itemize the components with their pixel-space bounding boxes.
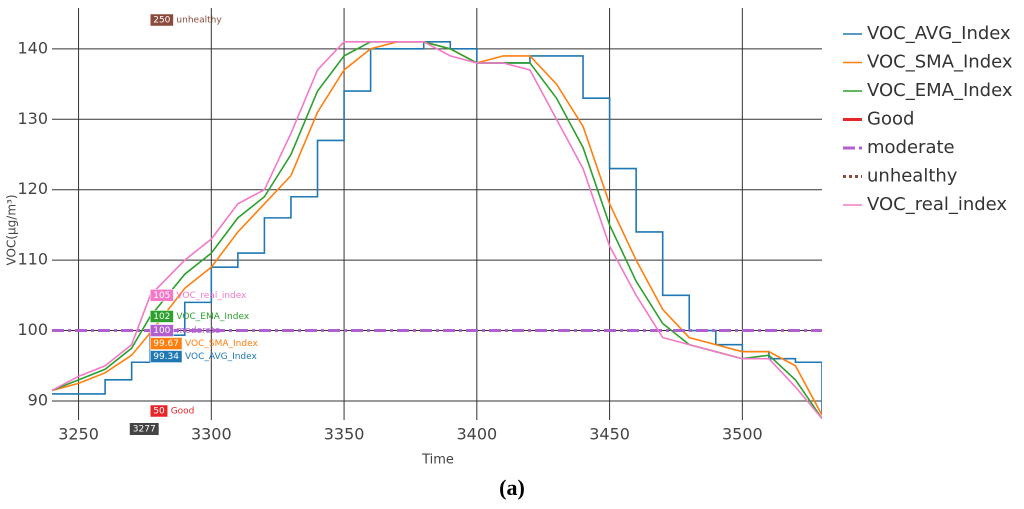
hover-x-box <box>129 423 159 435</box>
plot-area <box>52 41 822 420</box>
x-tick-label: 3350 <box>324 425 365 444</box>
y-tick-label: 120 <box>17 179 48 198</box>
series-line <box>52 41 822 416</box>
x-tick-label: 3300 <box>191 425 232 444</box>
y-axis-title: VOC(μg/m³) <box>5 195 19 266</box>
legend-label: VOC_SMA_Index <box>867 52 1013 73</box>
hover-box <box>149 13 174 27</box>
hover-value: 102 <box>153 312 170 322</box>
hover-name: Good <box>171 407 195 417</box>
hover-value: 99.34 <box>153 352 179 362</box>
x-axis-title: Time <box>421 453 454 468</box>
hover-name: moderate <box>176 326 220 336</box>
hover-value: 100 <box>153 326 170 336</box>
hover-box <box>149 350 183 363</box>
hover-box <box>149 404 168 418</box>
y-tick-label: 90 <box>28 390 48 409</box>
y-tick-label: 110 <box>17 250 48 269</box>
hover-name: VOC_AVG_Index <box>185 352 258 362</box>
legend-label: unhealthy <box>867 166 958 187</box>
hover-name: VOC_real_index <box>176 291 247 301</box>
caption: (a) <box>499 475 525 500</box>
hover-name: unhealthy <box>176 16 222 26</box>
hover-value: 99.67 <box>153 339 179 349</box>
legend-label: moderate <box>867 137 955 158</box>
hover-name: VOC_EMA_Index <box>176 312 249 322</box>
y-tick-label: 140 <box>17 38 48 57</box>
hover-box <box>149 310 174 323</box>
x-tick-label: 3500 <box>722 425 763 444</box>
hover-name: VOC_SMA_Index <box>185 339 258 349</box>
hover-box <box>149 289 174 302</box>
legend-label: VOC_real_index <box>867 194 1007 215</box>
x-tick-label: 3450 <box>589 425 630 444</box>
legend-label: VOC_AVG_Index <box>867 23 1011 44</box>
series-line <box>52 41 822 420</box>
hover-value: 105 <box>153 291 170 301</box>
hover-box <box>149 324 174 337</box>
hover-value: 50 <box>153 407 165 417</box>
hover-box <box>149 337 183 350</box>
hover-value: 250 <box>153 16 170 26</box>
hover-x-value: 3277 <box>133 425 156 435</box>
x-tick-label: 3400 <box>456 425 497 444</box>
y-tick-label: 130 <box>17 109 48 128</box>
x-tick-label: 3250 <box>58 425 99 444</box>
legend-label: Good <box>867 109 914 130</box>
legend-label: VOC_EMA_Index <box>867 80 1013 101</box>
y-tick-label: 100 <box>17 320 48 339</box>
